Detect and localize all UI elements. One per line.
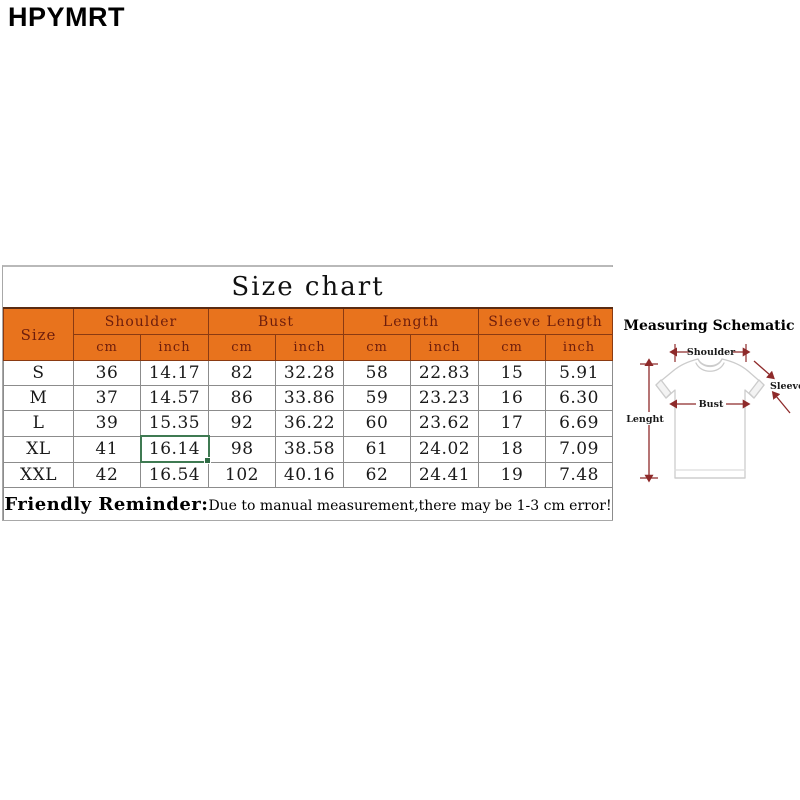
- unit-header-sleeve-cm: cm: [478, 334, 546, 361]
- cell-shoulder-cm[interactable]: 37: [73, 385, 141, 411]
- unit-header-sleeve-inch: inch: [544, 334, 614, 361]
- friendly-reminder: Friendly Reminder:Due to manual measurem…: [2, 487, 614, 520]
- cell-length-cm[interactable]: 58: [343, 360, 411, 386]
- cell-bust-cm[interactable]: 86: [208, 385, 276, 411]
- length-label: Lenght: [626, 414, 664, 425]
- fill-handle[interactable]: [203, 457, 211, 464]
- cell-bust-cm[interactable]: 82: [208, 360, 276, 386]
- cell-length-inch[interactable]: 23.23: [410, 385, 479, 411]
- cell-sleeve-inch[interactable]: 7.48: [544, 461, 614, 488]
- cell-length-cm[interactable]: 62: [343, 461, 411, 488]
- cell-sleeve-cm[interactable]: 16: [478, 385, 546, 411]
- size-chart-table: Size chart Size Shoulder Bust Length Sle…: [2, 267, 614, 520]
- cell-sleeve-cm[interactable]: 19: [478, 461, 546, 488]
- column-header-sleeve-length: Sleeve Length: [477, 307, 614, 335]
- tshirt-outline: [655, 358, 765, 479]
- cell-shoulder-cm[interactable]: 36: [73, 360, 141, 386]
- cell-length-cm[interactable]: 59: [343, 385, 411, 411]
- reminder-body: Due to manual measurement,there may be 1…: [208, 497, 612, 514]
- length-measure: Lenght: [623, 358, 667, 483]
- cell-shoulder-inch[interactable]: 14.57: [140, 385, 209, 411]
- cell-size[interactable]: S: [3, 360, 74, 386]
- reminder-heading: Friendly Reminder:: [4, 493, 209, 515]
- unit-header-length-cm: cm: [343, 334, 411, 361]
- table-row: L 39 15.35 92 36.22 60 23.62 17 6.69: [3, 410, 614, 437]
- cell-bust-cm[interactable]: 92: [208, 410, 276, 437]
- unit-header-shoulder-cm: cm: [73, 334, 141, 361]
- unit-header-bust-cm: cm: [208, 334, 276, 361]
- bust-measure: Bust: [669, 397, 751, 410]
- page-title: Size chart: [3, 267, 613, 309]
- measuring-schematic: Measuring Schematic: [618, 310, 800, 560]
- unit-header-shoulder-inch: inch: [140, 334, 209, 361]
- cell-length-cm[interactable]: 61: [343, 435, 411, 463]
- cell-bust-cm[interactable]: 98: [208, 435, 276, 463]
- cell-shoulder-inch[interactable]: 16.54: [140, 461, 209, 488]
- cell-size[interactable]: M: [3, 385, 74, 411]
- cell-shoulder-inch-selected[interactable]: 16.14: [139, 435, 211, 464]
- cell-length-inch[interactable]: 23.62: [410, 410, 479, 437]
- cell-sleeve-inch[interactable]: 6.69: [544, 410, 614, 437]
- column-header-bust: Bust: [208, 307, 344, 335]
- cell-shoulder-inch[interactable]: 14.17: [140, 360, 209, 386]
- cell-sleeve-inch[interactable]: 6.30: [544, 385, 614, 411]
- cell-bust-cm[interactable]: 102: [208, 461, 276, 488]
- cell-bust-inch[interactable]: 33.86: [275, 385, 344, 411]
- brand-logo: HPYMRT: [8, 2, 125, 32]
- tshirt-diagram: Shoulder Sleeve Bust Lenght: [623, 344, 800, 483]
- shoulder-measure: Shoulder: [669, 344, 751, 362]
- table-row: XL 41 16.14 98 38.58 61 24.02 18 7.09: [3, 435, 614, 464]
- cell-bust-inch[interactable]: 36.22: [275, 410, 344, 437]
- table-row: S 36 14.17 82 32.28 58 22.83 15 5.91: [3, 360, 614, 386]
- cell-bust-inch[interactable]: 38.58: [275, 435, 344, 463]
- reminder-row: Friendly Reminder:Due to manual measurem…: [2, 487, 614, 520]
- cell-bust-inch[interactable]: 40.16: [275, 461, 344, 488]
- cell-sleeve-inch[interactable]: 5.91: [544, 360, 614, 386]
- header-group-row: Size Shoulder Bust Length Sleeve Length: [3, 307, 614, 361]
- shoulder-label: Shoulder: [687, 347, 736, 358]
- cell-bust-inch[interactable]: 32.28: [275, 360, 344, 386]
- cell-sleeve-cm[interactable]: 18: [478, 435, 546, 463]
- sleeve-measure: Sleeve: [753, 360, 800, 414]
- cell-length-inch[interactable]: 22.83: [410, 360, 479, 386]
- cell-shoulder-inch[interactable]: 15.35: [140, 410, 209, 437]
- cell-size[interactable]: XL: [3, 435, 74, 463]
- cell-length-inch[interactable]: 24.02: [410, 435, 479, 463]
- table-row: XXL 42 16.54 102 40.16 62 24.41 19 7.48: [3, 461, 614, 488]
- cell-size[interactable]: XXL: [3, 461, 74, 488]
- cell-size[interactable]: L: [3, 410, 74, 437]
- cell-sleeve-inch[interactable]: 7.09: [544, 435, 614, 463]
- size-chart-panel: Size chart Size Shoulder Bust Length Sle…: [2, 265, 614, 521]
- cell-shoulder-cm[interactable]: 39: [73, 410, 141, 437]
- bust-label: Bust: [699, 399, 724, 410]
- sleeve-label: Sleeve: [770, 381, 800, 392]
- cell-sleeve-cm[interactable]: 15: [478, 360, 546, 386]
- cell-shoulder-cm[interactable]: 41: [73, 435, 141, 463]
- column-header-length: Length: [343, 307, 479, 335]
- selected-cell-value: 16.14: [148, 439, 201, 459]
- cell-length-cm[interactable]: 60: [343, 410, 411, 437]
- cell-sleeve-cm[interactable]: 17: [478, 410, 546, 437]
- schematic-title: Measuring Schematic: [623, 318, 795, 334]
- chart-title-row: Size chart: [3, 267, 613, 309]
- column-header-shoulder: Shoulder: [73, 307, 209, 335]
- cell-shoulder-cm[interactable]: 42: [73, 461, 141, 488]
- cell-length-inch[interactable]: 24.41: [410, 461, 479, 488]
- unit-header-bust-inch: inch: [275, 334, 344, 361]
- header-unit-row: cm inch cm inch cm inch cm inch: [4, 334, 614, 361]
- unit-header-length-inch: inch: [410, 334, 479, 361]
- column-header-size: Size: [3, 307, 74, 361]
- table-row: M 37 14.57 86 33.86 59 23.23 16 6.30: [3, 385, 614, 411]
